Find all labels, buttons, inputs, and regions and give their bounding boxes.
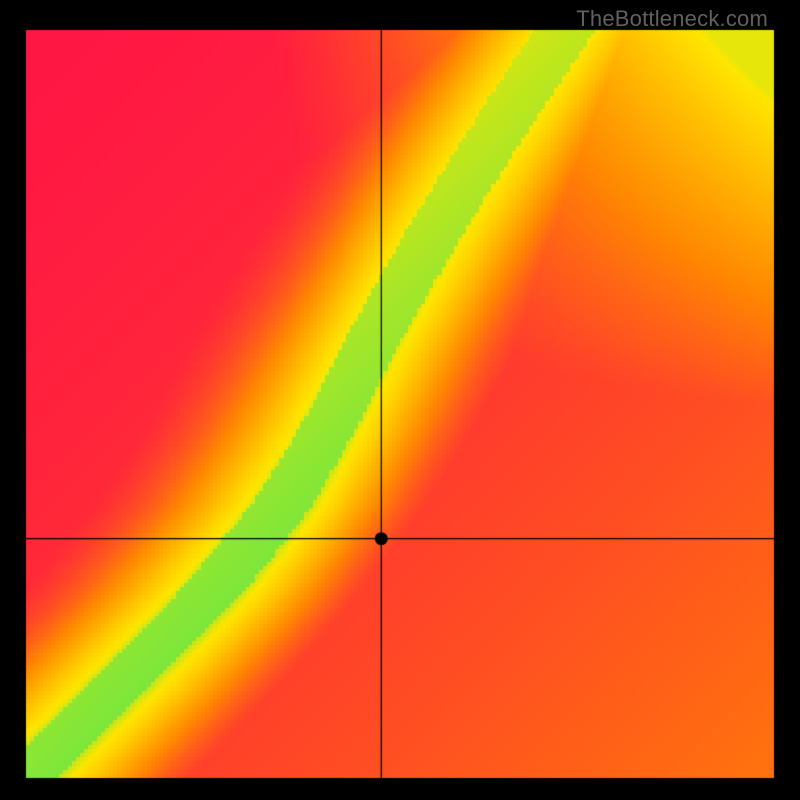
bottleneck-heatmap: TheBottleneck.com (0, 0, 800, 800)
heatmap-canvas (0, 0, 800, 800)
watermark-text: TheBottleneck.com (576, 6, 768, 32)
